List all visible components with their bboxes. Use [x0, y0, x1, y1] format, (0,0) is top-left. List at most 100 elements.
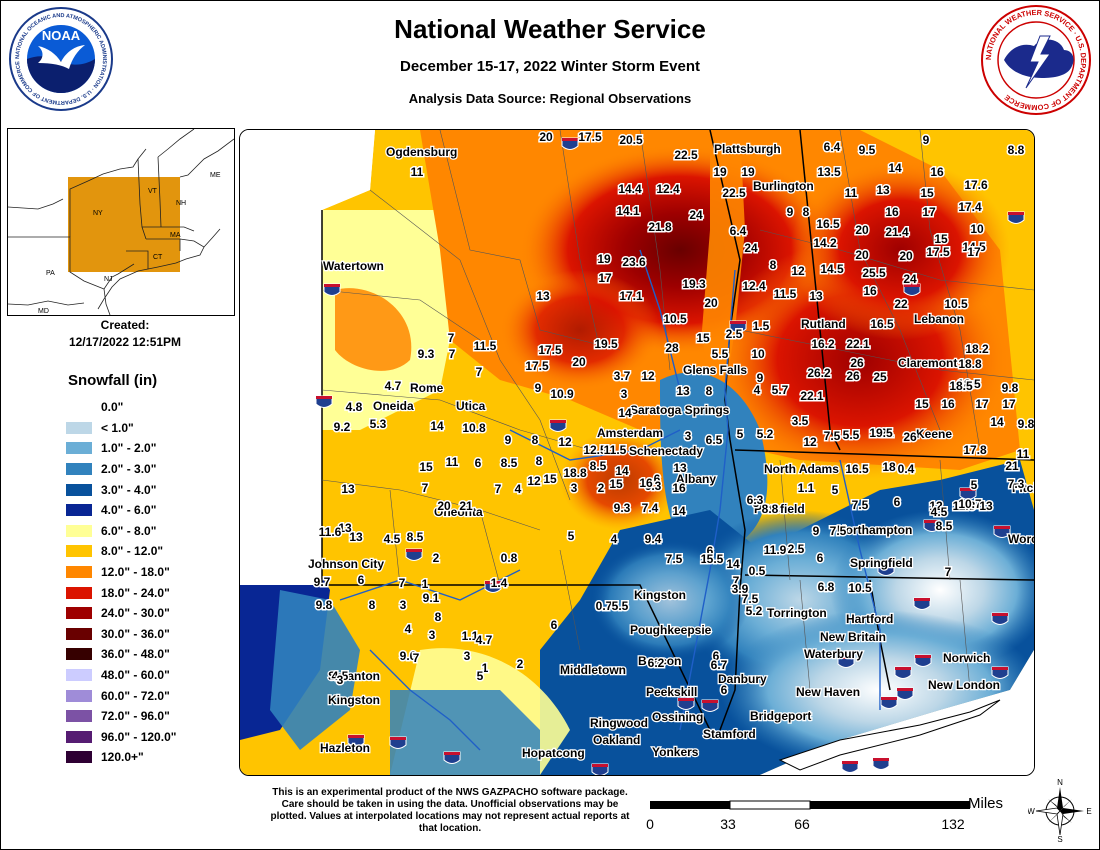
snowfall-value: 26: [850, 356, 864, 370]
snowfall-value: 9.5: [859, 143, 876, 157]
snowfall-value: 17: [1002, 397, 1016, 411]
snowfall-value: 18.5: [957, 377, 981, 391]
svg-text:NJ: NJ: [104, 276, 113, 283]
snowfall-value: 9.6: [400, 649, 417, 663]
snowfall-value: 12: [641, 369, 655, 383]
snowfall-value: 19.3: [682, 277, 706, 291]
snowfall-value: 13: [349, 530, 363, 544]
snowfall-value: 9.8: [316, 598, 333, 612]
snowfall-value: 22: [894, 297, 908, 311]
snowfall-value: 0.5: [749, 564, 766, 578]
legend-label: 96.0" - 120.0": [101, 729, 177, 744]
city-label: Hazleton: [320, 741, 370, 755]
snowfall-value: 17: [967, 245, 981, 259]
snowfall-value: 4.7: [385, 379, 402, 393]
snowfall-value: 11.8: [953, 499, 976, 513]
legend-label: 0.0": [101, 400, 124, 415]
snowfall-value: 5: [971, 478, 978, 492]
interstate-shield-icon: [923, 519, 941, 532]
snowfall-value: 7: [448, 331, 455, 345]
snowfall-value: 5.5: [712, 347, 729, 361]
snowfall-value: 13: [341, 482, 355, 496]
snowfall-value: 7.5: [830, 524, 847, 538]
legend-item: 6.0" - 8.0": [66, 521, 176, 542]
city-label: Pittsfield: [754, 502, 805, 516]
city-label: Northampton: [837, 523, 912, 537]
snowfall-value: 12: [803, 435, 817, 449]
snowfall-value: 19.5: [594, 337, 618, 351]
snowfall-value: 6: [707, 544, 714, 558]
snowfall-map: Ogdensburg Plattsburgh Burlington Watertown…: [239, 129, 1035, 776]
snowfall-value: 14.1: [616, 204, 640, 218]
snowfall-value: 18: [882, 460, 896, 474]
interstate-shield-icon: [405, 548, 423, 561]
snowfall-value: 1: [422, 577, 429, 591]
legend-item: 120.0+": [66, 747, 176, 768]
snowfall-value: 14.5: [962, 240, 986, 254]
snowfall-value: 6: [894, 495, 901, 509]
legend-swatch: [66, 566, 92, 579]
snowfall-value: 3.7: [614, 369, 631, 383]
snowfall-value: 6.7: [711, 658, 728, 672]
snowfall-value: 0.8: [501, 551, 518, 565]
snowfall-value: 5.7: [772, 383, 789, 397]
city-label: New Britain: [820, 630, 886, 644]
snowfall-value: 26: [846, 369, 860, 383]
snowfall-value: 25: [873, 370, 887, 384]
snowfall-value: 13: [876, 183, 890, 197]
snowfall-value: 7.5: [666, 552, 683, 566]
snowfall-value: 10: [970, 222, 984, 236]
snowfall-value: 16: [941, 397, 955, 411]
snowfall-legend: 0.0" < 1.0" 1.0" - 2.0" 2.0" - 3.0" 3.0" - 4…: [66, 397, 176, 768]
snowfall-value: 4: [611, 532, 618, 546]
snowfall-value: 13: [809, 289, 823, 303]
snowfall-value: 6.8: [818, 580, 835, 594]
snowfall-value: 6.3: [747, 493, 764, 507]
snowfall-value: 10: [751, 347, 765, 361]
snowfall-value: 12.4: [656, 182, 680, 196]
snowfall-value: 20: [704, 296, 718, 310]
snowfall-value: 9: [923, 133, 930, 147]
snowfall-value: 5.2: [746, 604, 763, 618]
city-label: Scranton: [328, 669, 380, 683]
svg-text:VT: VT: [148, 188, 158, 195]
snowfall-value: 22.5: [674, 148, 698, 162]
snowfall-value: 18.5: [949, 379, 973, 393]
svg-text:N: N: [1057, 778, 1063, 787]
snowfall-value: 2: [517, 657, 524, 671]
svg-text:PA: PA: [46, 270, 55, 277]
scale-bar: 0 33 66 132: [640, 795, 980, 845]
snowfall-value: 9: [787, 205, 794, 219]
city-label: Keene: [916, 427, 952, 441]
snowfall-value: 15: [543, 472, 557, 486]
snowfall-value: 9.3: [418, 347, 435, 361]
snowfall-value: 4: [515, 482, 522, 496]
snowfall-value: 1.4: [491, 576, 508, 590]
legend-swatch: [66, 648, 92, 661]
interstate-shield-icon: [549, 419, 567, 432]
snowfall-value: 20: [855, 223, 869, 237]
snowfall-value: 11.5: [604, 443, 627, 457]
legend-label: 24.0" - 30.0": [101, 606, 170, 621]
snowfall-value: 5: [737, 427, 744, 441]
legend-item: 30.0" - 36.0": [66, 624, 176, 645]
snowfall-value: 16.5: [816, 217, 840, 231]
snowfall-value: 12.4: [742, 279, 766, 293]
svg-text:S: S: [1057, 835, 1062, 842]
legend-item: 12.0" - 18.0": [66, 562, 176, 583]
snowfall-value: 13: [979, 499, 993, 513]
legend-swatch: [66, 442, 92, 455]
interstate-shield-icon: [729, 320, 747, 333]
snowfall-value: 4.7: [476, 633, 493, 647]
city-label: Hartford: [846, 612, 893, 626]
legend-item: 24.0" - 30.0": [66, 603, 176, 624]
svg-text:33: 33: [720, 816, 736, 832]
city-label: Yonkers: [652, 745, 699, 759]
legend-swatch: [66, 710, 92, 723]
north-arrow-compass: N S E W: [1027, 778, 1092, 844]
city-label: Rutland: [801, 317, 846, 331]
snowfall-value: 14: [615, 464, 629, 478]
snowfall-value: 7.5: [852, 498, 869, 512]
snowfall-value: 6: [721, 683, 728, 697]
snowfall-value: 26.2: [807, 366, 831, 380]
